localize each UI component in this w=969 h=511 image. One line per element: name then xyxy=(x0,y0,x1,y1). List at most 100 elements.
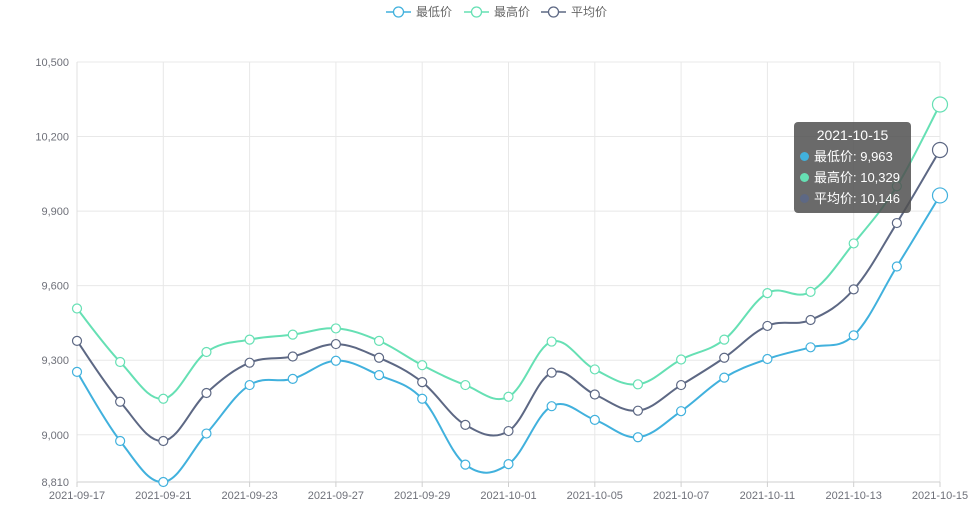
y-tick-label: 8,810 xyxy=(41,477,69,489)
data-point[interactable] xyxy=(201,346,212,358)
legend-marker xyxy=(470,6,483,18)
data-point[interactable] xyxy=(287,373,298,384)
tooltip-dot-low xyxy=(800,152,809,162)
y-tick-label: 9,600 xyxy=(41,281,69,293)
data-point[interactable] xyxy=(373,352,385,363)
data-point[interactable] xyxy=(719,352,730,363)
x-tick-label: 2021-09-23 xyxy=(221,490,277,502)
data-point[interactable] xyxy=(632,432,644,443)
data-point[interactable] xyxy=(891,261,902,272)
data-point[interactable] xyxy=(115,435,126,447)
data-point[interactable] xyxy=(417,376,428,388)
y-tick-label: 10,200 xyxy=(35,132,69,144)
tooltip-high-label: 最高价: 10,329 xyxy=(814,170,900,185)
data-point[interactable] xyxy=(589,389,600,400)
data-point[interactable] xyxy=(675,379,687,391)
legend-item-1[interactable]: 最高价 xyxy=(464,4,530,19)
data-point[interactable] xyxy=(158,435,169,447)
data-point[interactable] xyxy=(675,354,687,365)
data-point[interactable] xyxy=(158,393,169,404)
data-point[interactable] xyxy=(373,370,385,381)
data-point[interactable] xyxy=(931,96,949,113)
tooltip-title: 2021-10-15 xyxy=(816,127,889,143)
legend-item-0[interactable]: 最低价 xyxy=(386,5,452,19)
data-point[interactable] xyxy=(244,379,255,391)
chart-series[interactable] xyxy=(71,96,949,488)
x-tick-label: 2021-10-01 xyxy=(480,490,536,502)
data-point[interactable] xyxy=(417,360,428,371)
series-1[interactable] xyxy=(71,96,949,404)
data-point[interactable] xyxy=(891,217,902,229)
data-point[interactable] xyxy=(632,405,644,416)
chart-legend[interactable]: 最低价 最高价 平均价 xyxy=(386,4,607,19)
data-point[interactable] xyxy=(373,335,385,346)
data-point[interactable] xyxy=(71,366,83,378)
tooltip-dot-avg xyxy=(800,194,809,204)
data-point[interactable] xyxy=(589,364,600,375)
y-tick-label: 9,300 xyxy=(41,355,69,367)
x-tick-label: 2021-09-21 xyxy=(135,490,191,502)
tooltip-row-high: 最高价: 10,329 xyxy=(794,167,911,188)
x-tick-label: 2021-09-29 xyxy=(394,490,450,502)
data-point[interactable] xyxy=(848,284,859,295)
data-point[interactable] xyxy=(762,288,773,299)
data-point[interactable] xyxy=(201,387,212,399)
data-point[interactable] xyxy=(719,334,730,345)
data-point[interactable] xyxy=(805,314,816,326)
data-point[interactable] xyxy=(589,414,600,425)
y-tick-label: 9,900 xyxy=(41,206,69,218)
data-point[interactable] xyxy=(201,428,212,439)
x-tick-label: 2021-10-11 xyxy=(740,490,795,502)
data-point[interactable] xyxy=(330,323,341,334)
data-point[interactable] xyxy=(762,353,773,365)
data-point[interactable] xyxy=(931,141,949,159)
data-point[interactable] xyxy=(719,372,730,383)
series-0[interactable] xyxy=(71,187,949,488)
data-point[interactable] xyxy=(71,335,83,346)
data-point[interactable] xyxy=(546,336,557,347)
legend-marker xyxy=(547,6,560,18)
data-point[interactable] xyxy=(848,238,859,249)
data-point[interactable] xyxy=(330,355,341,366)
chart-axes: 8,810 9,000 9,300 9,600 9,900 10,200 10,500 202… xyxy=(35,57,968,502)
data-point[interactable] xyxy=(675,406,687,417)
data-point[interactable] xyxy=(503,425,514,437)
data-point[interactable] xyxy=(158,476,169,488)
data-point[interactable] xyxy=(460,459,471,470)
x-tick-label: 2021-10-13 xyxy=(826,490,882,502)
tooltip-avg-label: 平均价: 10,146 xyxy=(814,191,900,206)
data-point[interactable] xyxy=(460,419,471,430)
data-point[interactable] xyxy=(848,330,859,341)
data-point[interactable] xyxy=(71,303,83,314)
data-point[interactable] xyxy=(805,286,816,297)
x-tick-label: 2021-10-07 xyxy=(653,490,709,502)
data-point[interactable] xyxy=(115,396,126,407)
data-point[interactable] xyxy=(115,356,126,368)
data-point[interactable] xyxy=(805,342,816,353)
data-point[interactable] xyxy=(417,393,428,404)
data-point[interactable] xyxy=(503,459,514,470)
legend-label: 最高价 xyxy=(494,4,530,19)
data-point[interactable] xyxy=(503,391,514,402)
data-point[interactable] xyxy=(460,379,471,391)
chart-tooltip: 2021-10-15 最低价: 9,963 最高价: 10,329 平均价: 1… xyxy=(794,122,911,213)
legend-item-2[interactable]: 平均价 xyxy=(541,5,607,19)
data-point[interactable] xyxy=(330,338,341,350)
data-point[interactable] xyxy=(244,357,255,368)
tooltip-row-low: 最低价: 9,963 xyxy=(794,146,911,167)
tooltip-dot-high xyxy=(800,173,809,183)
data-point[interactable] xyxy=(546,367,557,378)
data-point[interactable] xyxy=(632,379,644,390)
data-point[interactable] xyxy=(546,401,557,412)
y-tick-label: 10,500 xyxy=(35,57,69,69)
tooltip-row-avg: 平均价: 10,146 xyxy=(794,188,911,209)
series-2[interactable] xyxy=(71,141,949,447)
legend-label: 平均价 xyxy=(571,5,607,19)
legend-marker xyxy=(392,6,405,18)
data-point[interactable] xyxy=(931,187,949,204)
data-point[interactable] xyxy=(762,320,773,332)
data-point[interactable] xyxy=(287,351,298,362)
data-point[interactable] xyxy=(287,329,298,340)
data-point[interactable] xyxy=(244,334,255,345)
